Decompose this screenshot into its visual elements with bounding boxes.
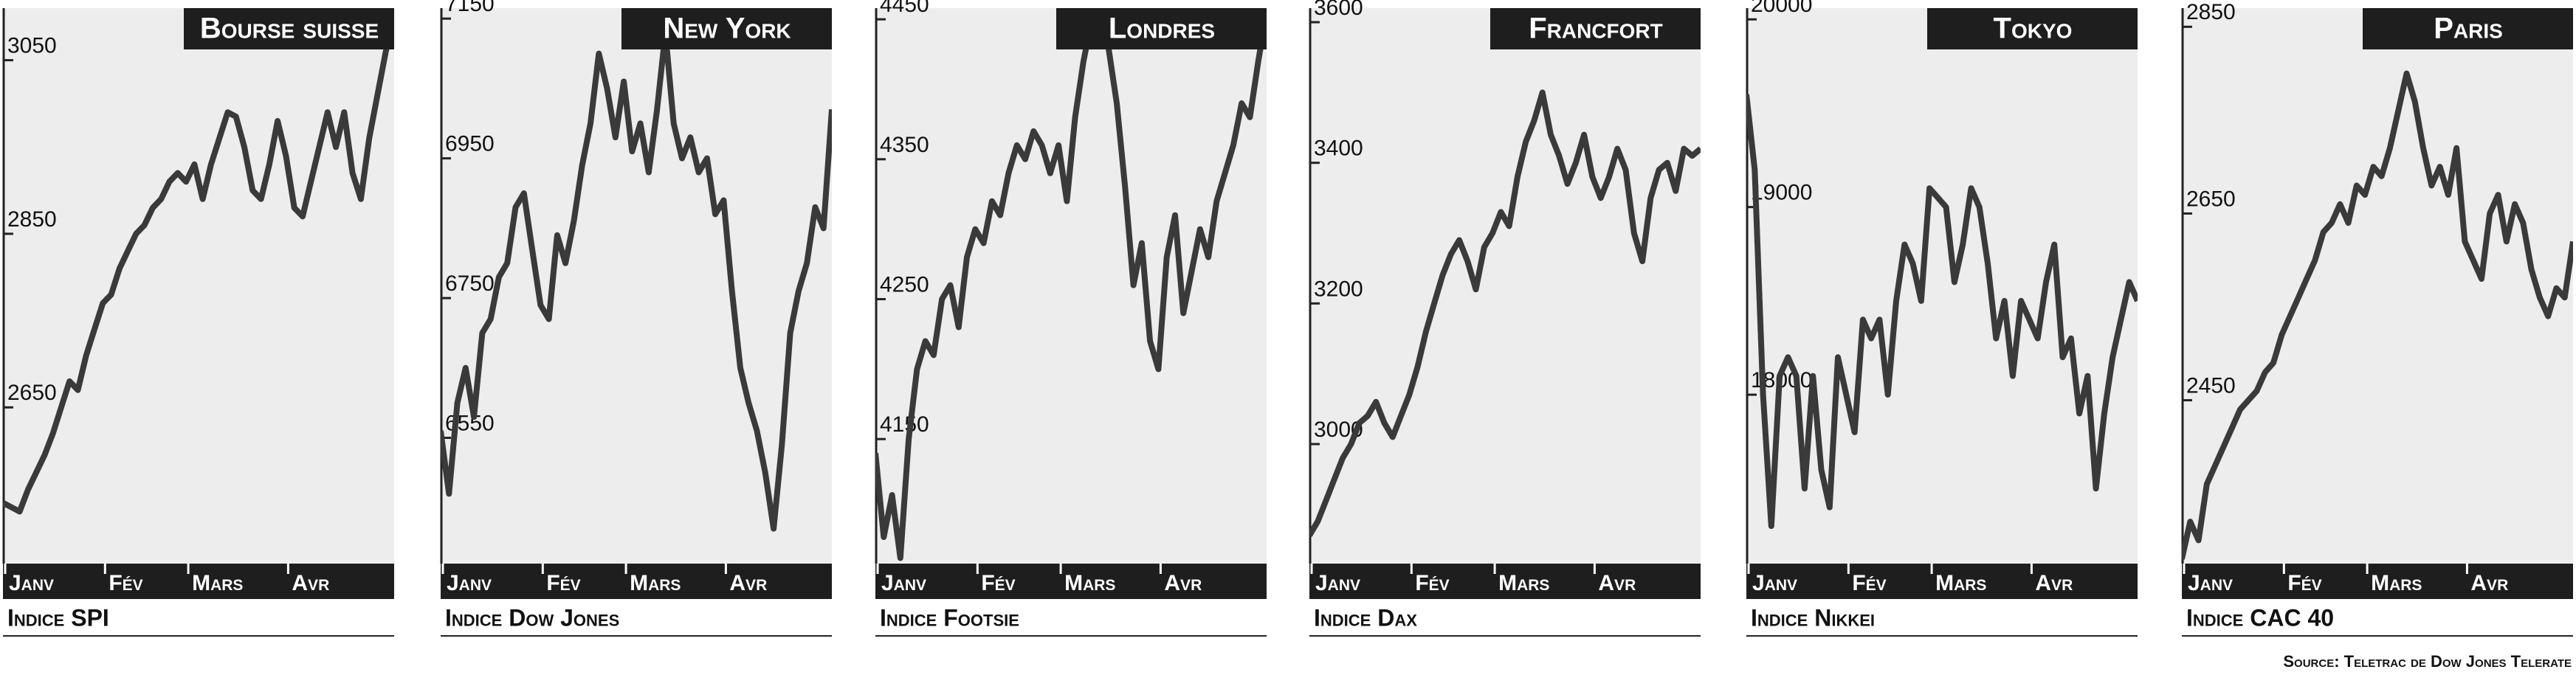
x-tick-label: Avr — [2035, 571, 2073, 595]
chart-title: Londres — [1109, 13, 1215, 45]
line-group — [441, 30, 832, 532]
x-tick-label: Fév — [1415, 571, 1449, 595]
y-tick-label: 2450 — [2186, 373, 2236, 398]
index-label: Indice CAC 40 — [2186, 604, 2334, 631]
y-tick-label: 4250 — [880, 272, 929, 297]
plot-area — [1309, 8, 1701, 564]
title-box — [1056, 8, 1267, 49]
y-tick-label: 20000 — [1751, 0, 1812, 17]
title-box — [1927, 8, 2138, 49]
x-tick-label: Fév — [546, 571, 580, 595]
x-tick-label: Mars — [1498, 571, 1549, 595]
month-bar — [441, 564, 832, 599]
chart-title: Paris — [2434, 13, 2503, 45]
y-tick-label: 19000 — [1751, 181, 1812, 205]
index-label: Indice Dow Jones — [445, 604, 619, 631]
index-line — [1746, 94, 2138, 530]
y-tick-label: 6750 — [445, 271, 495, 296]
panel: 4150 4250 4350 4450 Janv Fév Mars Avr Londres Ind… — [875, 0, 1267, 637]
chart-title: New York — [663, 13, 791, 45]
plot-area — [2182, 8, 2573, 564]
x-tick-label: Janv — [881, 571, 926, 595]
line-group — [1746, 94, 2138, 530]
x-tick-label: Fév — [1852, 571, 1886, 595]
x-tick-label: Avr — [1164, 571, 1202, 595]
y-tick-label: 4450 — [880, 0, 929, 17]
x-tick-label: Janv — [2188, 571, 2233, 595]
y-tick-label: 7150 — [445, 0, 495, 16]
y-tick-label: 4150 — [880, 412, 929, 437]
chart-title: Bourse suisse — [200, 13, 379, 45]
x-tick-label: Fév — [109, 571, 142, 595]
y-tick-label: 2850 — [7, 207, 57, 232]
source-note: Source: Teletrac de Dow Jones Telerate — [2283, 652, 2572, 671]
month-bar — [2182, 564, 2573, 599]
y-tick-label: 3050 — [7, 34, 57, 58]
plot-area — [875, 8, 1267, 564]
index-line — [3, 15, 394, 515]
y-tick-label: 3200 — [1314, 277, 1363, 301]
x-tick-label: Janv — [447, 571, 492, 595]
index-label: Indice SPI — [7, 604, 109, 631]
panel: 2450 2650 2850 Janv Fév Mars Avr Paris Indice CA… — [2181, 0, 2573, 637]
x-tick-label: Avr — [729, 571, 767, 595]
panel: 2650 2850 3050 Janv Fév Mars Avr Bourse suisse I… — [2, 8, 394, 637]
y-tick-label: 4350 — [880, 133, 929, 157]
x-tick-label: Fév — [2287, 571, 2321, 595]
x-tick-label: Avr — [2470, 571, 2508, 595]
chart-title: Francfort — [1529, 13, 1663, 45]
line-group — [2182, 70, 2573, 560]
title-box — [621, 8, 832, 49]
month-bar — [875, 564, 1267, 599]
line-group — [875, 9, 1267, 561]
index-line — [441, 30, 832, 532]
y-tick-label: 3600 — [1314, 0, 1363, 20]
x-tick-label: Mars — [1064, 571, 1115, 595]
x-tick-label: Mars — [1935, 571, 1986, 595]
index-line — [1309, 89, 1701, 537]
index-label: Indice Nikkei — [1751, 604, 1875, 631]
x-tick-label: Mars — [630, 571, 681, 595]
index-line — [2182, 70, 2573, 560]
x-tick-label: Avr — [1598, 571, 1636, 595]
index-label: Indice Dax — [1314, 604, 1417, 631]
title-box — [2363, 8, 2573, 49]
line-group — [3, 15, 394, 515]
y-tick-label: 2650 — [2186, 187, 2236, 211]
x-tick-label: Janv — [1315, 571, 1360, 595]
y-tick-label: 3400 — [1314, 136, 1363, 161]
y-tick-label: 2850 — [2186, 0, 2236, 24]
plot-area — [3, 8, 394, 564]
y-tick-label: 6950 — [445, 132, 495, 156]
line-group — [1309, 89, 1701, 537]
index-line — [875, 9, 1267, 561]
chart-title: Tokyo — [1994, 13, 2073, 45]
x-tick-label: Mars — [192, 571, 243, 595]
y-tick-label: 2650 — [7, 381, 57, 405]
x-tick-label: Janv — [1752, 571, 1797, 595]
index-label: Indice Footsie — [880, 604, 1019, 631]
month-bar — [3, 564, 394, 599]
month-bar — [1309, 564, 1701, 599]
x-tick-label: Mars — [2371, 571, 2422, 595]
x-tick-label: Avr — [292, 571, 329, 595]
title-box — [1490, 8, 1701, 49]
month-bar — [1746, 564, 2138, 599]
title-box — [184, 8, 394, 49]
x-tick-label: Janv — [9, 571, 54, 595]
x-tick-label: Fév — [981, 571, 1015, 595]
plot-area — [1746, 8, 2138, 564]
